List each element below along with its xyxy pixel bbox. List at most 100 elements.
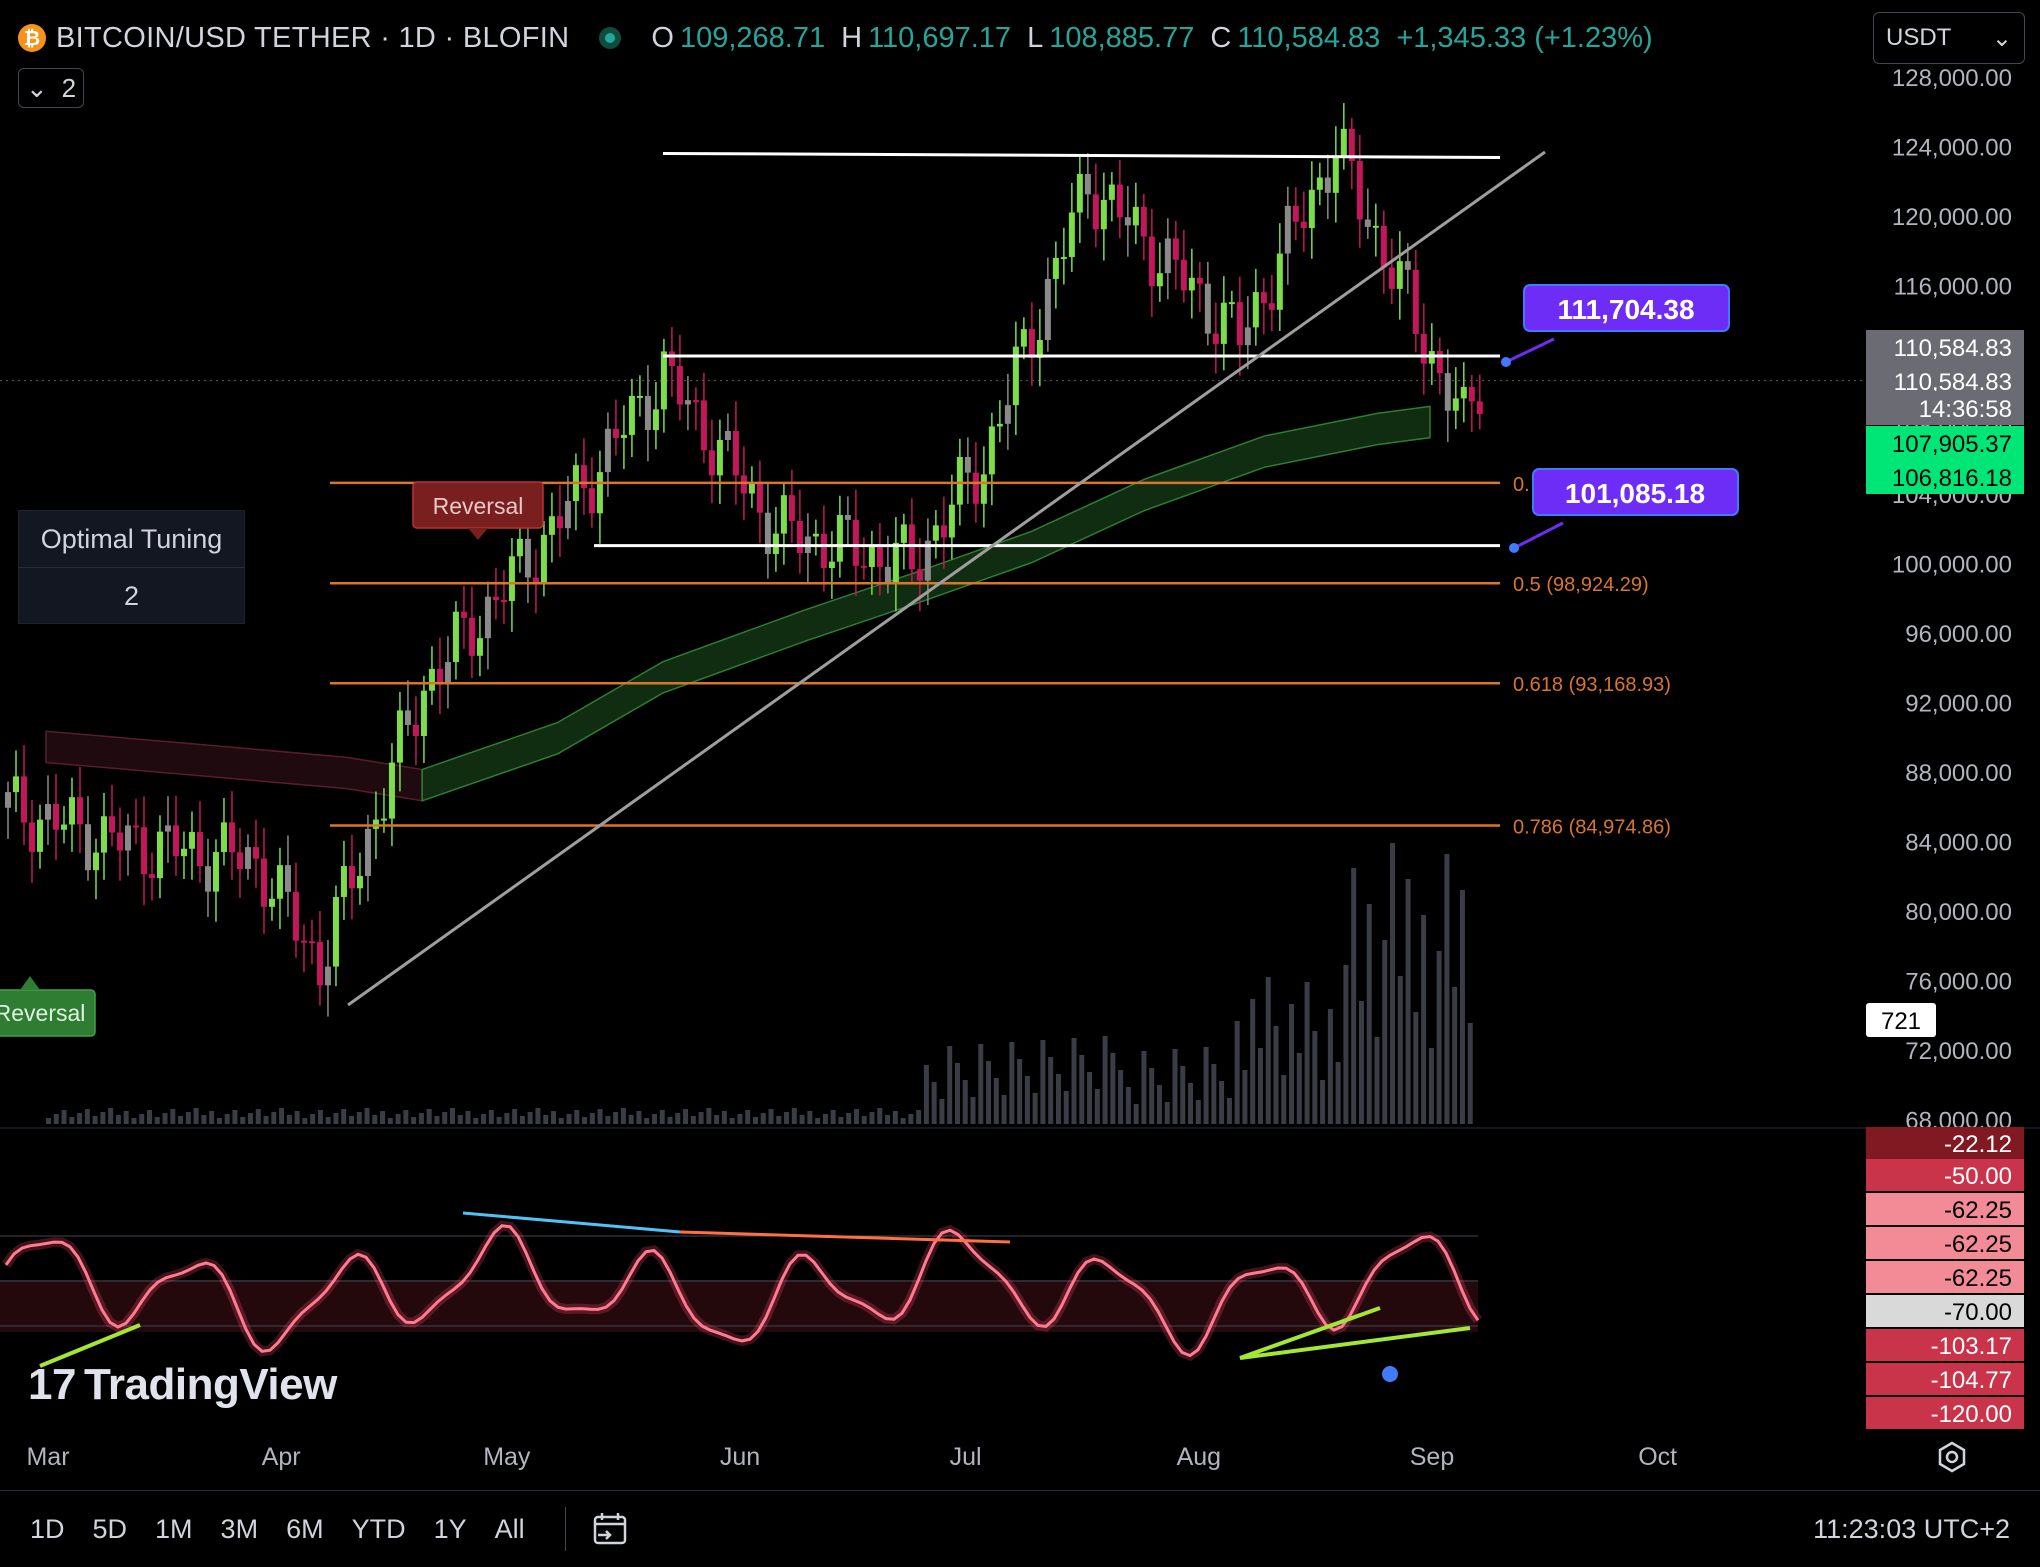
candle-body [1180, 259, 1187, 291]
volume-bar [869, 1112, 875, 1124]
candle-body [84, 824, 91, 871]
candle-body [636, 395, 643, 398]
candle-body [932, 525, 939, 541]
candle-body [1100, 199, 1107, 230]
candle-body [564, 501, 571, 529]
volume-bar [348, 1116, 354, 1124]
candle-body [204, 866, 211, 892]
candle-body [940, 525, 947, 538]
volume-bar [286, 1115, 292, 1124]
range-1m-button[interactable]: 1M [155, 1513, 193, 1544]
volume-bar [931, 1082, 937, 1124]
candle-body [1020, 329, 1027, 347]
volume-bar [411, 1117, 417, 1124]
volume-bar [535, 1108, 541, 1124]
volume-bar [675, 1113, 681, 1124]
candle-body [788, 495, 795, 521]
volume-bar [1211, 1064, 1217, 1124]
volume-bar [970, 1097, 976, 1124]
volume-bar [1094, 1089, 1100, 1124]
oscillator-line [4, 1224, 1480, 1358]
price-axis-label [1866, 391, 2024, 425]
volume-bar [139, 1114, 145, 1124]
volume-bar [512, 1109, 518, 1124]
candle-body [220, 822, 227, 853]
go-to-date-button[interactable] [564, 1507, 640, 1551]
volume-bar [1032, 1093, 1038, 1124]
volume-bar [1226, 1098, 1232, 1124]
candle-body [476, 638, 483, 656]
range-5d-button[interactable]: 5D [92, 1513, 128, 1544]
gear-icon[interactable] [1935, 1440, 1969, 1474]
currency-select[interactable]: USDT ⌄ [1873, 12, 2025, 64]
candle-body [180, 848, 187, 857]
volume-bar [61, 1110, 67, 1124]
range-ytd-button[interactable]: YTD [351, 1513, 406, 1544]
candle-body [276, 865, 283, 899]
volume-bar [892, 1111, 898, 1124]
candle-body [228, 822, 235, 853]
symbol-header: ₿ BITCOIN/USD TETHER · 1D · BLOFIN O 109,… [18, 18, 1663, 58]
price-chart[interactable]: 128,000.00 124,000.00 120,000.00 116,000.00… [0, 0, 2040, 1490]
volume-bar [1118, 1070, 1124, 1124]
volume-bar [1390, 843, 1396, 1124]
candle-body [188, 832, 195, 849]
candle-body [844, 515, 851, 520]
volume-bar [372, 1115, 378, 1124]
candle-body [100, 816, 107, 853]
candle-body [748, 482, 755, 494]
symbol-title[interactable]: BITCOIN/USD TETHER · 1D · BLOFIN [56, 21, 570, 54]
candle-body [1284, 205, 1291, 254]
range-3m-button[interactable]: 3M [220, 1513, 259, 1544]
candle-body [964, 457, 971, 473]
candle-body [116, 832, 123, 851]
volume-bar [434, 1116, 440, 1124]
volume-bar [457, 1115, 463, 1124]
volume-bar [302, 1118, 308, 1124]
volume-bar [721, 1111, 727, 1124]
volume-bar [271, 1112, 277, 1124]
oscillator-label-text: -22.12 [1944, 1131, 2012, 1158]
y-tick-label: 92,000.00 [1905, 691, 2012, 718]
candle-body [1316, 177, 1323, 190]
volume-bar [1102, 1036, 1108, 1124]
oscillator-label-text: -104.77 [1931, 1367, 2012, 1394]
candle-body [548, 516, 555, 535]
tradingview-logo[interactable]: 17 TradingView [28, 1360, 337, 1410]
candle-body [540, 534, 547, 584]
candle-body [876, 545, 883, 567]
volume-bar [108, 1108, 114, 1124]
candle-body [1220, 302, 1227, 344]
range-6m-button[interactable]: 6M [286, 1513, 324, 1544]
callout-lower-label: 101,085.18 [1565, 478, 1705, 509]
candle-body [500, 600, 507, 603]
candle-body [260, 858, 267, 907]
volume-bar [954, 1063, 960, 1124]
range-all-button[interactable]: All [494, 1513, 525, 1544]
range-1d-button[interactable]: 1D [30, 1513, 65, 1544]
volume-bar [1467, 1023, 1473, 1124]
callout-lower-box [1532, 468, 1739, 516]
volume-bar [1304, 982, 1310, 1124]
candle-body [660, 351, 667, 410]
volume-bar [1459, 890, 1465, 1124]
legend-collapse-button[interactable]: ⌄ 2 [18, 68, 84, 108]
candle-body [1404, 261, 1411, 270]
oscillator-label [1866, 1329, 2024, 1361]
volume-bar [1188, 1083, 1194, 1124]
volume-bar [644, 1118, 650, 1124]
volume-bar [807, 1111, 813, 1124]
candle-body [244, 847, 251, 869]
volume-bar [279, 1108, 285, 1124]
candle-body [1172, 238, 1179, 260]
candle-body [980, 474, 987, 504]
oscillator-label-text: -120.00 [1931, 1401, 2012, 1428]
range-1y-button[interactable]: 1Y [433, 1513, 467, 1544]
volume-bar [1452, 987, 1458, 1124]
candle-body [1476, 401, 1483, 415]
resistance-line [662, 151, 1501, 159]
candle-body [252, 847, 259, 859]
candle-body [716, 439, 723, 476]
candle-body [484, 596, 491, 639]
candle-body [828, 561, 835, 569]
